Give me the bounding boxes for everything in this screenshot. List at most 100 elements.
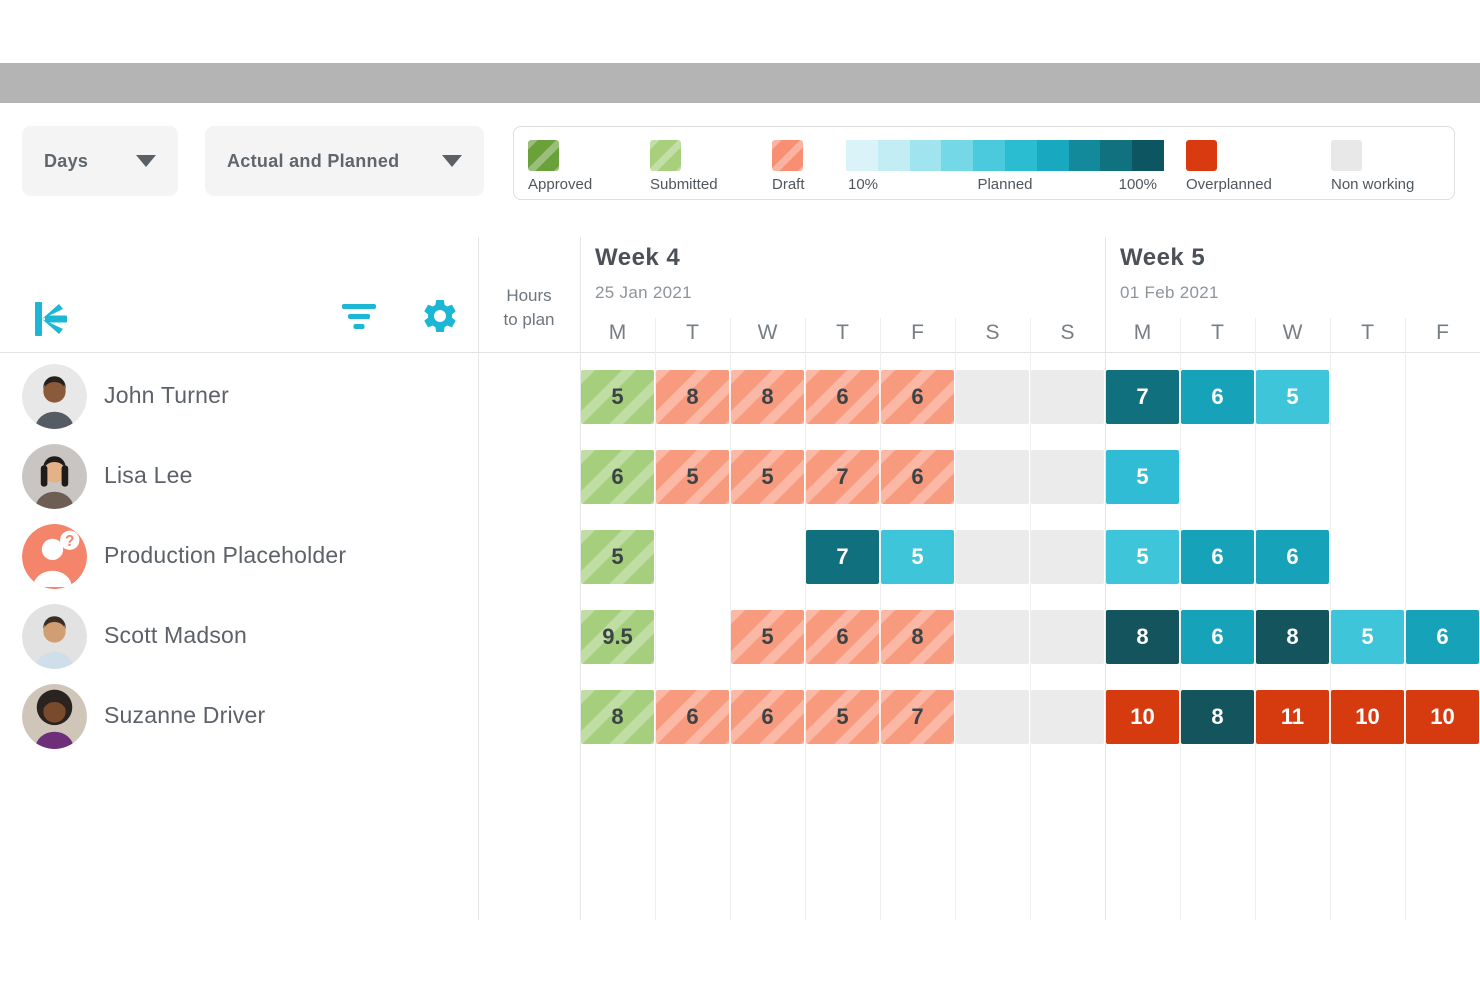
schedule-cell-planned[interactable]: 6 [1406, 610, 1479, 664]
schedule-cell-nonworking[interactable] [956, 370, 1029, 424]
schedule-cell-draft[interactable]: 7 [881, 690, 954, 744]
schedule-cell-nonworking[interactable] [1031, 610, 1104, 664]
grid-vline [1405, 318, 1406, 920]
kelloo-logo-icon [35, 302, 67, 336]
schedule-cell-overplanned[interactable]: 10 [1331, 690, 1404, 744]
day-letter: S [985, 321, 1000, 344]
schedule-cell-nonworking[interactable] [1031, 370, 1104, 424]
view-mode-dropdown[interactable]: Actual and Planned [205, 126, 484, 196]
day-letter: M [608, 321, 627, 344]
schedule-cell-draft[interactable]: 8 [731, 370, 804, 424]
grid-vline [655, 318, 656, 920]
schedule-cell-submitted[interactable]: 5 [581, 370, 654, 424]
day-letter: S [1060, 321, 1075, 344]
schedule-cell-draft[interactable]: 7 [806, 450, 879, 504]
schedule-cell-planned[interactable]: 5 [881, 530, 954, 584]
schedule-cell-submitted[interactable]: 8 [581, 690, 654, 744]
schedule-cell-nonworking[interactable] [956, 610, 1029, 664]
schedule-cell-planned[interactable]: 5 [1331, 610, 1404, 664]
schedule-cell-planned[interactable]: 8 [1256, 610, 1329, 664]
schedule-cell-draft[interactable]: 5 [656, 450, 729, 504]
schedule-cell-nonworking[interactable] [1031, 450, 1104, 504]
grid-vline [580, 237, 581, 920]
gradient-segment [1036, 140, 1069, 171]
gradient-segment [877, 140, 910, 171]
schedule-cell-draft[interactable]: 5 [731, 610, 804, 664]
schedule-cell-draft[interactable]: 8 [656, 370, 729, 424]
schedule-cell-draft[interactable]: 6 [806, 370, 879, 424]
schedule-cell-planned[interactable]: 5 [1256, 370, 1329, 424]
view-mode-dropdown-label: Actual and Planned [227, 150, 400, 171]
legend-item-label: Overplanned [1186, 176, 1272, 193]
legend-item-nonworking: Non working [1331, 140, 1414, 193]
legend-swatch-icon [772, 140, 803, 171]
header-divider-line [0, 352, 1480, 353]
legend: Approved Submitted Draft 10% Planned 100% Over… [513, 126, 1455, 200]
schedule-cell-overplanned[interactable]: 10 [1106, 690, 1179, 744]
day-letter: W [1282, 321, 1303, 344]
schedule-cell-draft[interactable]: 6 [881, 450, 954, 504]
week-date: 01 Feb 2021 [1120, 283, 1219, 302]
schedule-cell-planned[interactable]: 6 [1181, 530, 1254, 584]
settings-gear-icon[interactable] [420, 296, 460, 336]
schedule-cell-planned[interactable]: 6 [1181, 370, 1254, 424]
schedule-cell-submitted[interactable]: 6 [581, 450, 654, 504]
legend-swatch-icon [650, 140, 681, 171]
timescale-dropdown[interactable]: Days [22, 126, 178, 196]
grid-vline [1030, 318, 1031, 920]
person-name: John Turner [104, 382, 229, 408]
grid-vline [478, 237, 479, 920]
schedule-cell-nonworking[interactable] [956, 450, 1029, 504]
filter-icon[interactable] [341, 304, 377, 332]
schedule-cell-nonworking[interactable] [1031, 530, 1104, 584]
grid-vline [1180, 318, 1181, 920]
week-title: Week 4 [595, 244, 681, 271]
grid-vline [1330, 318, 1331, 920]
gradient-segment [973, 140, 1005, 171]
grid-vline [805, 318, 806, 920]
schedule-cell-draft[interactable]: 5 [806, 690, 879, 744]
gradient-segment [846, 140, 878, 171]
schedule-cell-nonworking[interactable] [956, 690, 1029, 744]
schedule-cell-draft[interactable]: 8 [881, 610, 954, 664]
legend-item-label: Submitted [650, 176, 718, 193]
grid-vline [730, 318, 731, 920]
person-name: Scott Madson [104, 622, 248, 648]
schedule-cell-draft[interactable]: 6 [806, 610, 879, 664]
schedule-cell-nonworking[interactable] [1031, 690, 1104, 744]
schedule-cell-draft[interactable]: 6 [881, 370, 954, 424]
day-letter: F [1436, 321, 1449, 344]
schedule-cell-nonworking[interactable] [956, 530, 1029, 584]
schedule-cell-planned[interactable]: 5 [1106, 450, 1179, 504]
schedule-cell-planned[interactable]: 8 [1181, 690, 1254, 744]
schedule-cell-overplanned[interactable]: 11 [1256, 690, 1329, 744]
legend-swatch-icon [1331, 140, 1362, 171]
schedule-cell-planned[interactable]: 7 [806, 530, 879, 584]
avatar [22, 444, 87, 509]
chevron-down-icon [442, 155, 462, 167]
legend-item-submitted: Submitted [650, 140, 718, 193]
gradient-segment [1132, 140, 1164, 171]
schedule-cell-planned[interactable]: 6 [1256, 530, 1329, 584]
schedule-cell-overplanned[interactable]: 10 [1406, 690, 1479, 744]
gradient-segment [941, 140, 974, 171]
schedule-cell-planned[interactable]: 7 [1106, 370, 1179, 424]
chevron-down-icon [136, 155, 156, 167]
hours-to-plan-label: Hours to plan [503, 286, 555, 329]
legend-item-label: Draft [772, 176, 805, 193]
day-letter: T [836, 321, 849, 344]
schedule-cell-submitted[interactable]: 9.5 [581, 610, 654, 664]
schedule-cell-draft[interactable]: 6 [731, 690, 804, 744]
schedule-cell-draft[interactable]: 5 [731, 450, 804, 504]
grid-vline [1105, 237, 1106, 920]
schedule-cell-planned[interactable]: 8 [1106, 610, 1179, 664]
day-letter: M [1133, 321, 1152, 344]
browser-titlebar [0, 63, 1480, 153]
schedule-cell-planned[interactable]: 5 [1106, 530, 1179, 584]
day-letter: T [1361, 321, 1374, 344]
schedule-cell-submitted[interactable]: 5 [581, 530, 654, 584]
schedule-cell-draft[interactable]: 6 [656, 690, 729, 744]
schedule-cell-planned[interactable]: 6 [1181, 610, 1254, 664]
grid-vline [955, 318, 956, 920]
gradient-end-label: 100% [1118, 176, 1157, 193]
